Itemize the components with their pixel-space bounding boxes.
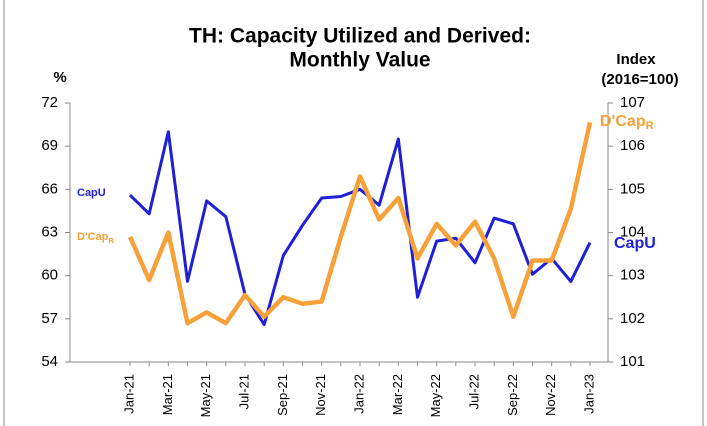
x-tick-label: Nov-21 [313, 374, 328, 416]
y-axis-label: % [53, 69, 66, 86]
y-tick-label: 72 [41, 94, 58, 111]
y2-tick-label: 103 [620, 267, 645, 284]
series-name: D'Cap [77, 231, 109, 243]
x-tick-label: Mar-21 [160, 374, 175, 415]
y2-tick-label: 105 [620, 180, 645, 197]
x-tick-label: May-22 [428, 374, 443, 417]
y2-tick-label: 106 [620, 137, 645, 154]
chart-title: TH: Capacity Utilized and Derived: [189, 25, 531, 48]
series-name: D'Cap [600, 113, 646, 130]
x-tick-label: Jul-22 [466, 374, 481, 409]
y-tick-label: 63 [41, 223, 58, 240]
x-tick-label: Jan-22 [351, 374, 366, 414]
y2-axis-label: (2016=100) [601, 71, 678, 88]
x-tick-label: Mar-22 [390, 374, 405, 415]
y-tick-label: 57 [41, 310, 58, 327]
y2-tick-label: 104 [620, 223, 645, 240]
series-label: D'CapR [600, 113, 654, 132]
y-tick-label: 60 [41, 267, 58, 284]
y2-tick-label: 102 [620, 310, 645, 327]
x-tick-label: Sep-21 [275, 374, 290, 416]
y-tick-label: 66 [41, 180, 58, 197]
y2-axis-label: Index [616, 51, 656, 68]
series-label: CapU [77, 187, 106, 199]
series-line [127, 121, 593, 326]
y-tick-label: 54 [41, 353, 58, 370]
series-name: CapU [614, 235, 656, 252]
x-tick-label: Jul-21 [236, 374, 251, 409]
y2-tick-label: 107 [620, 94, 645, 111]
series-line [128, 130, 592, 327]
chart-title: Monthly Value [289, 49, 430, 72]
x-tick-label: Jan-23 [581, 374, 596, 414]
series-name-subscript: R [108, 236, 114, 245]
series-name: CapU [77, 187, 106, 199]
y2-tick-label: 101 [620, 353, 645, 370]
x-tick-label: Sep-22 [505, 374, 520, 416]
series-label: CapU [614, 235, 656, 252]
x-tick-label: Jan-21 [121, 374, 136, 414]
series-name-subscript: R [646, 120, 654, 132]
x-tick-label: May-21 [198, 374, 213, 417]
y-tick-label: 69 [41, 137, 58, 154]
x-tick-label: Nov-22 [543, 374, 558, 416]
series-label: D'CapR [77, 231, 114, 245]
